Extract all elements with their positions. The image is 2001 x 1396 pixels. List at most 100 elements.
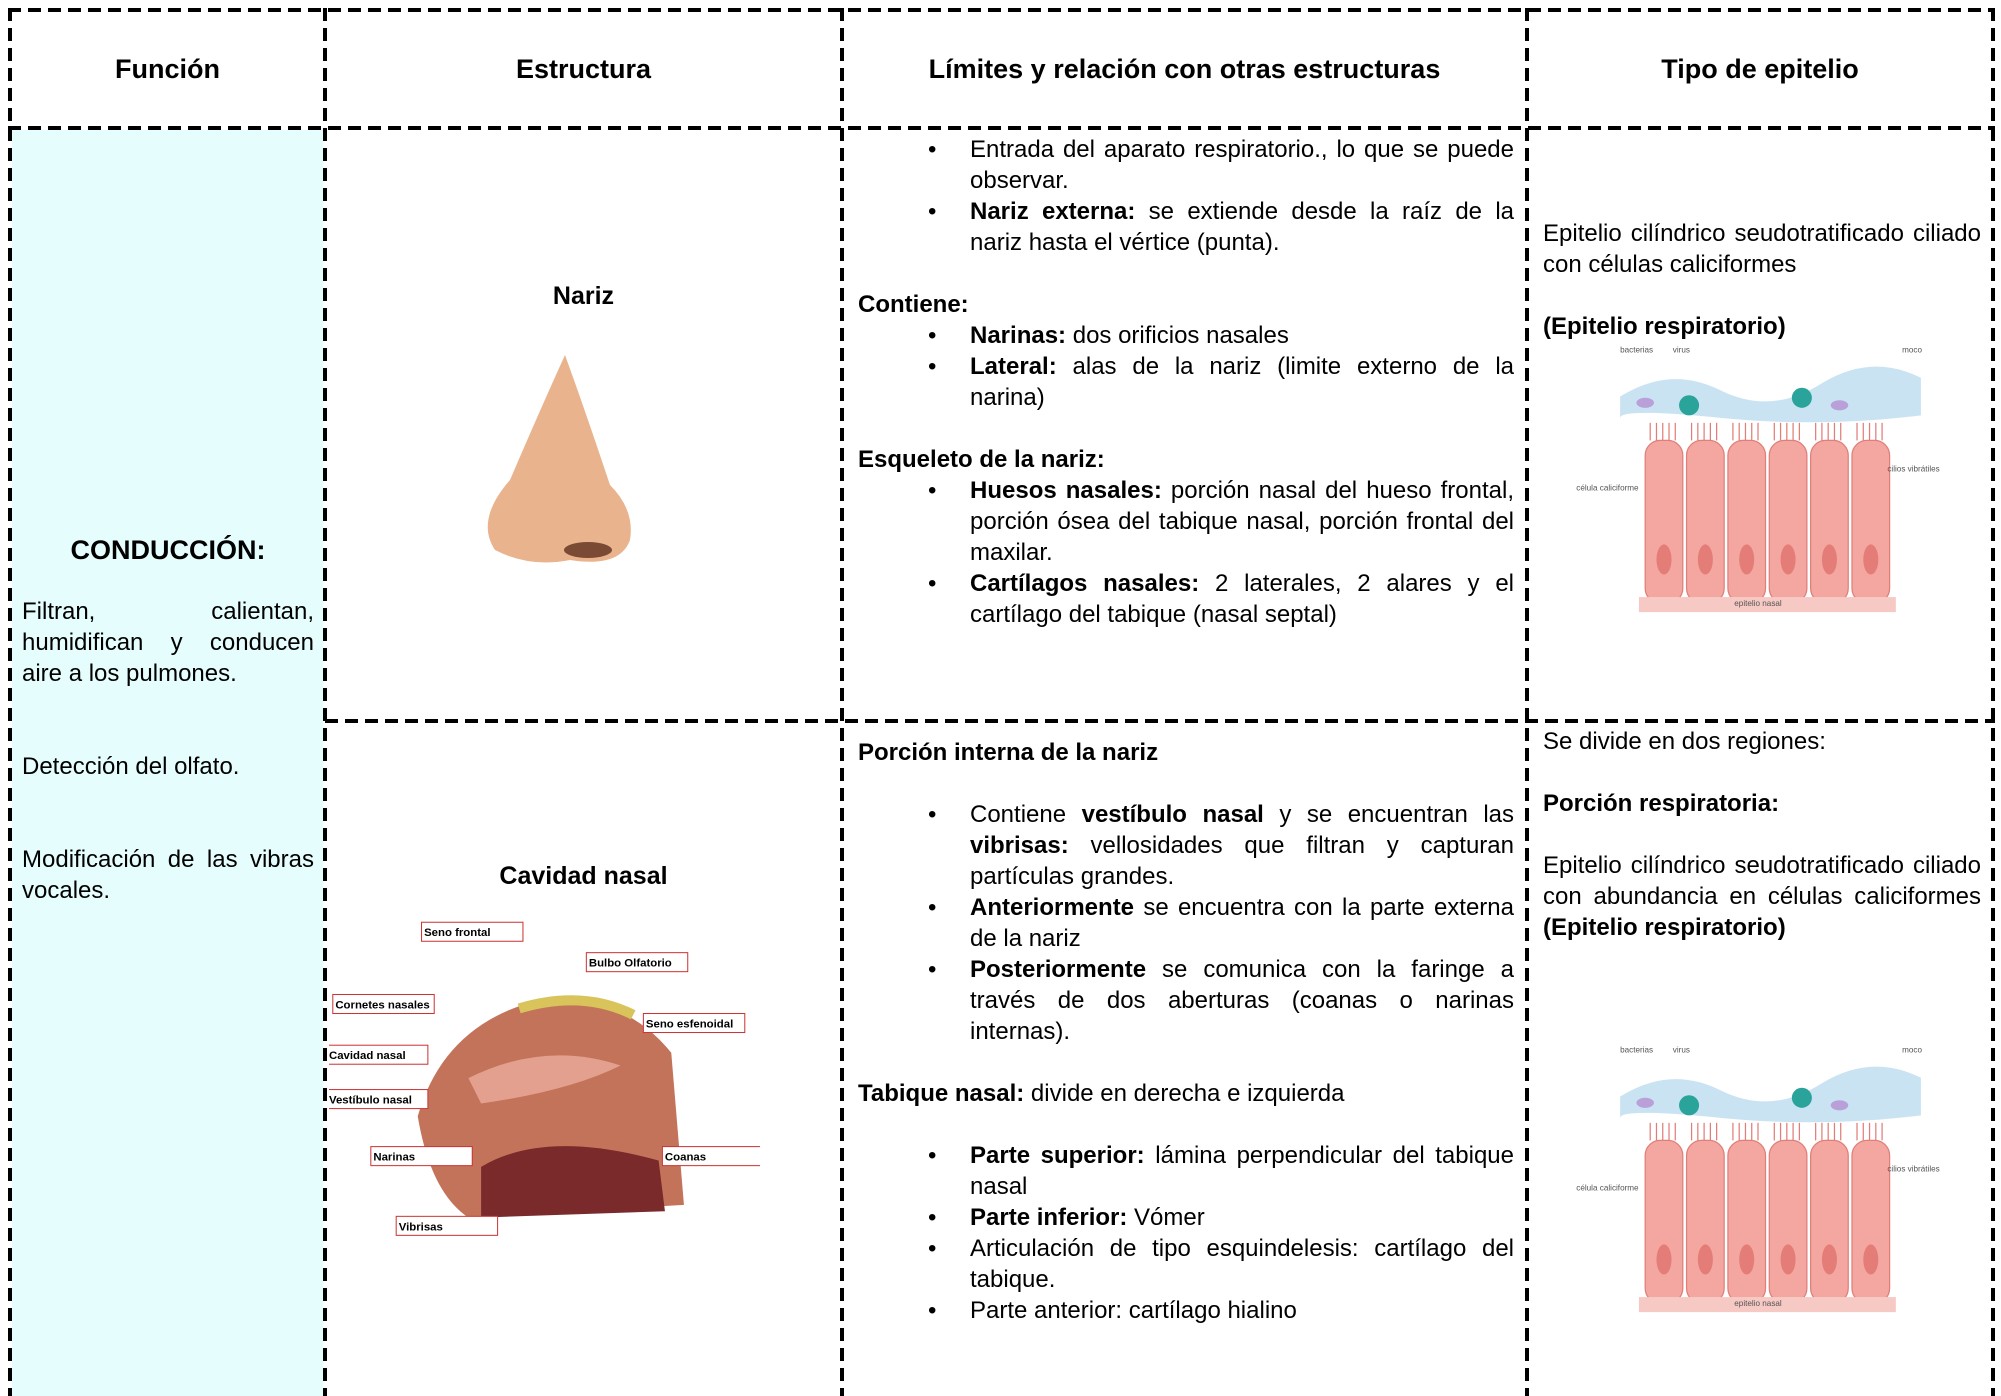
bold-text: (Epitelio respiratorio) <box>1543 313 1786 340</box>
paragraph: Epitelio cilíndrico seudotratificado cil… <box>1543 850 1981 943</box>
virus <box>1791 387 1812 408</box>
cell <box>1810 1139 1849 1304</box>
bacteria <box>1636 1097 1654 1108</box>
nucleus <box>1697 544 1713 575</box>
nucleus <box>1780 1244 1796 1275</box>
bold-text: Narinas: <box>970 322 1067 349</box>
epitelio-label: célula caliciforme <box>1576 1184 1639 1193</box>
label-box <box>421 921 524 942</box>
diagram-label: Seno frontal <box>424 927 490 939</box>
paragraph: Epitelio cilíndrico seudotratificado cil… <box>1543 218 1981 280</box>
nucleus <box>1821 544 1837 575</box>
funcion-title: CONDUCCIÓN: <box>70 535 266 565</box>
cell <box>1727 1139 1767 1304</box>
epitelio-label: moco <box>1902 1046 1922 1055</box>
nucleus <box>1697 1244 1713 1275</box>
text: divide en derecha e izquierda <box>1024 1080 1345 1107</box>
text: Epitelio cilíndrico seudotratificado cil… <box>1543 220 1981 278</box>
cell <box>1768 1139 1808 1304</box>
nose-image <box>487 355 631 563</box>
label-box <box>395 1215 499 1236</box>
nose <box>487 355 631 563</box>
cell <box>1727 439 1767 604</box>
funcion-item: Filtran, calientan, humidifican y conduc… <box>22 598 314 687</box>
label-box <box>332 993 435 1015</box>
text: Articulación de tipo esquindelesis: cart… <box>970 1235 1514 1293</box>
label-box <box>585 952 689 973</box>
structure-label: Nariz <box>552 282 615 310</box>
cell <box>1644 1139 1684 1304</box>
paragraph: Tabique nasal: divide en derecha e izqui… <box>858 1078 1514 1109</box>
text: se extiende desde la raíz de la nariz ha… <box>970 198 1515 256</box>
bullet-item: Anteriormente se encuentra con la parte … <box>858 892 1514 954</box>
nucleus <box>1780 544 1796 575</box>
funcion-item: Modificación de las vibras vocales. <box>22 846 314 904</box>
bold-text: Lateral: <box>970 353 1057 380</box>
text: Contiene <box>970 801 1082 828</box>
bullet-item: Huesos nasales: porción nasal del hueso … <box>858 475 1514 568</box>
text: se encuentra con la parte externa de la … <box>970 894 1514 952</box>
diagram-label: Bulbo Olfatorio <box>589 958 672 970</box>
epitelio-label: bacterias <box>1620 1046 1653 1055</box>
bold-text: Posteriormente <box>970 956 1147 983</box>
funcion-cell: CONDUCCIÓN: Filtran, calientan, humidific… <box>22 535 314 968</box>
paragraph: Se divide en dos regiones: <box>1543 726 1981 757</box>
text: vellosidades que filtran y capturan part… <box>970 832 1514 890</box>
bacteria <box>1636 397 1654 408</box>
bold-text: Porción interna de la nariz <box>858 739 1159 766</box>
epitelio-label: epitelio nasal <box>1734 599 1782 608</box>
diagram-label: Vestíbulo nasal <box>329 1095 412 1107</box>
text: y se encuentran las <box>1263 801 1514 828</box>
epitelio-cell: Epitelio cilíndrico seudotratificado cil… <box>1543 218 1981 342</box>
bullet-item: Parte superior: lámina perpendicular del… <box>858 1140 1514 1202</box>
text: Vómer <box>1127 1204 1205 1231</box>
bullet-item: Nariz externa: se extiende desde la raíz… <box>858 196 1514 258</box>
bullet-item: Articulación de tipo esquindelesis: cart… <box>858 1233 1514 1295</box>
bold-text: Cartílagos nasales: <box>970 570 1200 597</box>
limits-cell: Porción interna de la nariz Contiene vest… <box>858 737 1514 1326</box>
paragraph: Porción interna de la nariz <box>858 737 1514 768</box>
nucleus <box>1656 1244 1672 1275</box>
bullet-item: Contiene vestíbulo nasal y se encuentran… <box>858 799 1514 892</box>
cell <box>1644 439 1684 604</box>
bold-text: Nariz externa: <box>970 198 1136 225</box>
nucleus <box>1739 544 1755 575</box>
nucleus <box>1656 544 1672 575</box>
epitelio-image: bacterias virus moco cilios vibrátiles célul… <box>1576 1046 1940 1313</box>
bold-text: Tabique nasal: <box>858 1080 1025 1107</box>
bullet-item: Entrada del aparato respiratorio., lo qu… <box>858 134 1514 196</box>
text: se comunica con la faringe a través de d… <box>970 956 1514 1045</box>
header-cell: Estructura <box>515 53 652 84</box>
diagram-label: Cornetes nasales <box>335 999 429 1011</box>
bullet-item: Cartílagos nasales: 2 laterales, 2 alare… <box>858 568 1514 630</box>
bold-text: Anteriormente <box>970 894 1135 921</box>
structure-label: Cavidad nasal <box>499 862 668 890</box>
virus <box>1791 1087 1812 1108</box>
header-cell: Función <box>115 53 220 84</box>
moco <box>1620 366 1921 423</box>
bold-text: vibrisas: <box>970 832 1069 859</box>
text: dos orificios nasales <box>1066 322 1289 349</box>
cell <box>1685 439 1725 604</box>
paragraph: Esqueleto de la nariz: <box>858 444 1514 475</box>
label-box <box>329 1044 429 1065</box>
limits-cell: Entrada del aparato respiratorio., lo qu… <box>858 134 1514 630</box>
bold-text: Huesos nasales: <box>970 477 1162 504</box>
diagram-label: Narinas <box>373 1152 415 1164</box>
cell <box>1851 1139 1891 1304</box>
diagram-label: Vibrisas <box>399 1221 443 1233</box>
nucleus <box>1739 1244 1755 1275</box>
label-box <box>642 1013 746 1034</box>
bold-text: Parte superior: <box>970 1142 1145 1169</box>
epitelio-label: virus <box>1673 1046 1690 1055</box>
bacteria <box>1830 400 1849 411</box>
nucleus <box>1863 1244 1879 1275</box>
text: Epitelio cilíndrico seudotratificado cil… <box>1543 852 1981 910</box>
cell <box>1685 1139 1725 1304</box>
epitelio-cell: Se divide en dos regiones: Porción respir… <box>1543 726 1981 943</box>
bulb <box>517 995 636 1020</box>
bold-text: vestíbulo nasal <box>1081 801 1264 828</box>
turbinates <box>468 1055 621 1104</box>
text: porción nasal del hueso frontal, porción… <box>970 477 1515 566</box>
